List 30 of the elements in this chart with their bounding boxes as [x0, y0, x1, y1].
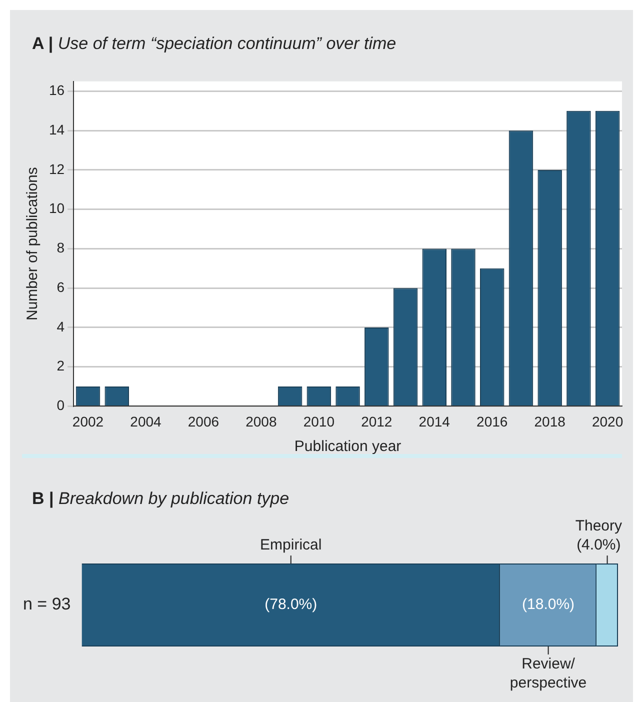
- y-tick-label: 4: [56, 318, 65, 334]
- y-axis-title: Number of publications: [24, 167, 42, 321]
- chart-title: A | Use of term “speciation continuum” over time: [32, 34, 396, 53]
- x-tick-label: 2008: [246, 413, 277, 430]
- x-tick-label: 2018: [534, 413, 566, 430]
- x-tick-label: 2012: [361, 413, 392, 430]
- x-tick-label: 2010: [303, 413, 335, 430]
- data-label: (4.0%): [576, 536, 621, 554]
- y-tick-label: 0: [56, 397, 65, 414]
- x-tick-label: 2014: [418, 413, 450, 430]
- data-label: (18.0%): [522, 596, 575, 614]
- data-label: (78.0%): [264, 596, 318, 614]
- y-tick-label: 16: [48, 82, 65, 98]
- x-tick-label: 2006: [188, 413, 220, 430]
- x-tick-label: 2002: [72, 413, 104, 430]
- y-tick-label: 14: [48, 121, 65, 138]
- y-tick-label: 2: [56, 358, 65, 374]
- series-label: Empirical: [260, 536, 322, 554]
- x-tick-label: 2020: [592, 413, 624, 430]
- series-label: Review/perspective: [510, 656, 587, 692]
- x-tick-label: 2016: [476, 413, 508, 430]
- chart-title: B | Breakdown by publication type: [32, 489, 290, 508]
- y-tick-label: n = 93: [22, 594, 71, 614]
- text: Theory: [575, 518, 622, 535]
- y-tick-label: 10: [48, 200, 65, 216]
- y-tick-label: 6: [56, 278, 65, 295]
- y-tick-label: 8: [56, 240, 65, 256]
- x-axis-title: Publication year: [294, 438, 402, 456]
- y-tick-label: 12: [48, 160, 65, 177]
- x-tick-label: 2004: [130, 413, 162, 430]
